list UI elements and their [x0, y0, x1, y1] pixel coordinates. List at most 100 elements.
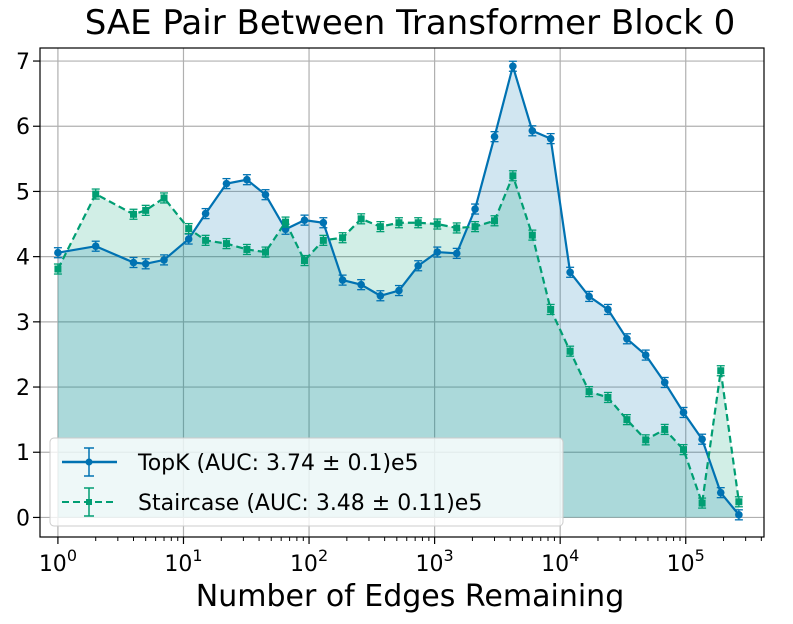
x-tick-label: 105: [667, 546, 705, 577]
data-point-staircase: [319, 236, 327, 244]
data-point-staircase: [471, 223, 479, 231]
legend: TopK (AUC: 3.74 ± 0.1)e5 Staircase (AUC:…: [49, 437, 564, 527]
data-point-staircase: [262, 248, 270, 256]
legend-box: [49, 437, 564, 527]
data-point-staircase: [642, 436, 650, 444]
data-point-staircase: [395, 219, 403, 227]
x-tick-label: 101: [164, 546, 202, 577]
data-point-staircase: [222, 240, 230, 248]
y-axis-ticks: 0 1 2 3 4 5 6 7: [16, 50, 40, 531]
data-point-topk: [201, 209, 210, 218]
data-point-topk: [679, 408, 688, 417]
data-point-staircase: [547, 305, 555, 313]
data-point-topk: [585, 292, 593, 301]
data-point-topk: [129, 258, 138, 267]
legend-topk-label: TopK (AUC: 3.74 ± 0.1)e5: [137, 451, 419, 476]
data-point-staircase: [453, 224, 461, 232]
plot-frame: [39, 47, 765, 538]
data-point-topk: [623, 334, 631, 343]
data-point-staircase: [130, 210, 138, 218]
data-point-staircase: [414, 219, 422, 227]
data-point-staircase: [282, 218, 290, 226]
data-point-staircase: [585, 388, 593, 396]
data-point-topk: [184, 235, 193, 243]
data-point-staircase: [92, 190, 100, 198]
data-point-staircase: [698, 499, 706, 507]
y-tick-label: 3: [16, 311, 30, 336]
data-point-topk: [735, 511, 743, 519]
data-point-topk: [376, 291, 385, 300]
data-point-topk: [660, 378, 669, 387]
data-point-topk: [433, 248, 442, 256]
data-point-topk: [338, 276, 347, 284]
data-point-topk: [528, 127, 537, 135]
data-point-staircase: [433, 220, 441, 228]
data-point-staircase: [528, 231, 536, 239]
y-tick-label: 7: [16, 50, 30, 75]
legend-staircase-label: Staircase (AUC: 3.48 ± 0.11)e5: [138, 491, 482, 516]
data-point-topk: [91, 242, 100, 251]
data-point-topk: [54, 248, 62, 257]
data-point-topk: [546, 134, 555, 143]
x-axis-ticks: 100 101 102 103 104 105: [39, 537, 762, 577]
data-point-topk: [471, 205, 479, 213]
series-markers: [53, 60, 743, 521]
grid: [40, 48, 764, 537]
legend-entry-topk: TopK (AUC: 3.74 ± 0.1)e5: [62, 447, 419, 477]
data-point-topk: [604, 305, 612, 314]
data-point-topk: [490, 132, 499, 141]
y-tick-label: 2: [16, 376, 30, 401]
data-point-topk: [716, 488, 725, 497]
data-point-topk: [319, 218, 328, 227]
data-point-topk: [641, 351, 650, 359]
legend-staircase-marker: [86, 499, 92, 505]
data-point-topk: [566, 268, 574, 277]
series-fill-staircase: [57, 175, 739, 518]
x-tick-label: 100: [39, 546, 77, 577]
legend-entry-staircase: Staircase (AUC: 3.48 ± 0.11)e5: [62, 487, 482, 517]
data-point-topk: [357, 280, 365, 289]
data-point-topk: [243, 175, 251, 184]
data-point-staircase: [243, 245, 251, 253]
data-point-topk: [414, 261, 422, 270]
data-point-topk: [261, 190, 270, 199]
data-point-topk: [141, 260, 150, 268]
chart-title: SAE Pair Between Transformer Block 0: [85, 3, 736, 43]
data-point-staircase: [661, 425, 669, 433]
data-point-staircase: [604, 393, 612, 401]
data-point-staircase: [185, 225, 193, 233]
data-point-topk: [222, 179, 231, 188]
data-point-staircase: [339, 234, 347, 242]
data-point-topk: [452, 249, 461, 258]
x-tick-label: 102: [290, 546, 328, 577]
data-point-staircase: [491, 217, 499, 225]
data-point-staircase: [300, 257, 308, 265]
data-point-staircase: [509, 172, 517, 180]
y-tick-label: 0: [16, 506, 30, 531]
x-axis-label: Number of Edges Remaining: [196, 579, 624, 614]
data-point-topk: [698, 435, 706, 444]
data-point-topk: [509, 62, 517, 71]
y-tick-label: 1: [16, 441, 30, 466]
data-point-staircase: [357, 215, 365, 223]
data-point-staircase: [717, 367, 725, 375]
data-point-staircase: [54, 265, 62, 273]
x-tick-label: 103: [416, 546, 454, 577]
series-line-staircase: [56, 172, 740, 504]
y-tick-label: 6: [16, 115, 30, 140]
data-point-staircase: [202, 236, 210, 244]
data-point-staircase: [735, 498, 743, 506]
legend-topk-marker: [85, 458, 93, 466]
data-point-staircase: [566, 347, 574, 355]
data-point-staircase: [160, 194, 168, 202]
data-point-staircase: [623, 416, 631, 424]
data-point-staircase: [680, 446, 688, 454]
data-point-staircase: [376, 223, 384, 231]
y-tick-label: 5: [16, 180, 30, 205]
y-tick-label: 4: [16, 246, 30, 271]
data-point-staircase: [142, 206, 150, 214]
data-point-topk: [300, 216, 309, 224]
data-point-topk: [160, 256, 168, 264]
x-tick-label: 104: [541, 546, 579, 577]
